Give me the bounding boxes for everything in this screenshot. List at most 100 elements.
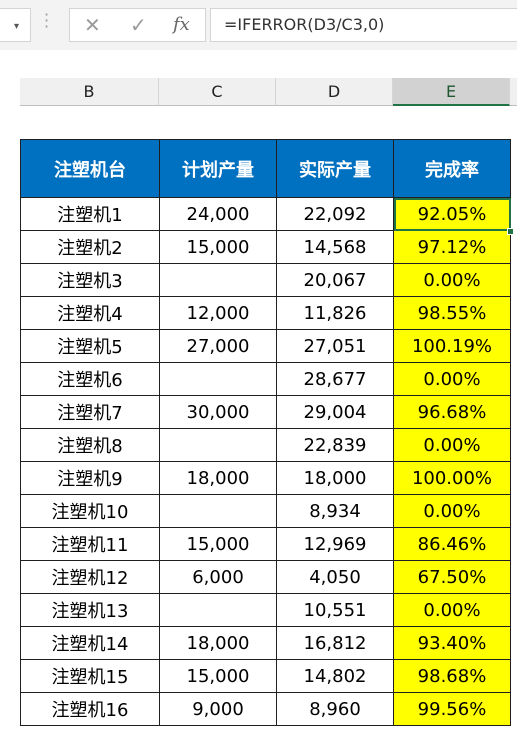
table-row: 注塑机10 8,934 0.00% — [20, 494, 511, 528]
table-row: 注塑机7 30,000 29,004 96.68% — [20, 395, 511, 429]
machine-cell[interactable]: 注塑机16 — [20, 692, 160, 726]
machine-cell[interactable]: 注塑机5 — [20, 329, 160, 363]
actual-cell[interactable]: 12,969 — [276, 527, 394, 561]
actual-cell[interactable]: 11,826 — [276, 296, 394, 330]
machine-cell[interactable]: 注塑机7 — [20, 395, 160, 429]
actual-cell[interactable]: 28,677 — [276, 362, 394, 396]
rate-cell[interactable]: 98.55% — [393, 296, 511, 330]
rate-cell[interactable]: 0.00% — [393, 428, 511, 462]
toolbar-gap — [0, 50, 517, 78]
planned-cell[interactable]: 27,000 — [159, 329, 277, 363]
actual-cell[interactable]: 8,960 — [276, 692, 394, 726]
rate-cell[interactable]: 100.19% — [393, 329, 511, 363]
rate-cell[interactable]: 98.68% — [393, 659, 511, 693]
actual-cell[interactable]: 14,568 — [276, 230, 394, 264]
actual-cell[interactable]: 22,839 — [276, 428, 394, 462]
table-row: 注塑机9 18,000 18,000 100.00% — [20, 461, 511, 495]
table-row: 注塑机4 12,000 11,826 98.55% — [20, 296, 511, 330]
machine-cell[interactable]: 注塑机15 — [20, 659, 160, 693]
header-rate[interactable]: 完成率 — [393, 139, 511, 198]
table-row: 注塑机15 15,000 14,802 98.68% — [20, 659, 511, 693]
planned-cell[interactable] — [159, 263, 277, 297]
rate-cell[interactable]: 93.40% — [393, 626, 511, 660]
planned-cell[interactable] — [159, 593, 277, 627]
actual-cell[interactable]: 4,050 — [276, 560, 394, 594]
machine-cell[interactable]: 注塑机1 — [20, 197, 160, 231]
planned-cell[interactable]: 9,000 — [159, 692, 277, 726]
actual-cell[interactable]: 18,000 — [276, 461, 394, 495]
machine-cell[interactable]: 注塑机9 — [20, 461, 160, 495]
actual-cell[interactable]: 10,551 — [276, 593, 394, 627]
machine-cell[interactable]: 注塑机2 — [20, 230, 160, 264]
machine-cell[interactable]: 注塑机13 — [20, 593, 160, 627]
planned-cell[interactable] — [159, 362, 277, 396]
formula-text: =IFERROR(D3/C3,0) — [224, 15, 385, 34]
rate-cell[interactable]: 0.00% — [393, 593, 511, 627]
machine-cell[interactable]: 注塑机14 — [20, 626, 160, 660]
actual-cell[interactable]: 16,812 — [276, 626, 394, 660]
enter-icon[interactable]: ✓ — [130, 13, 147, 37]
machine-cell[interactable]: 注塑机12 — [20, 560, 160, 594]
column-header-b[interactable]: B — [20, 78, 159, 106]
chevron-down-icon[interactable]: ▾ — [14, 21, 20, 32]
actual-cell[interactable]: 20,067 — [276, 263, 394, 297]
table-row: 注塑机11 15,000 12,969 86.46% — [20, 527, 511, 561]
planned-cell[interactable]: 30,000 — [159, 395, 277, 429]
formula-bar-splitter[interactable]: · · · — [44, 5, 50, 36]
planned-cell[interactable]: 15,000 — [159, 527, 277, 561]
planned-cell[interactable]: 15,000 — [159, 230, 277, 264]
table-row: 注塑机13 10,551 0.00% — [20, 593, 511, 627]
name-box[interactable]: ▾ — [0, 8, 31, 42]
column-header-d[interactable]: D — [276, 78, 393, 106]
planned-cell[interactable]: 24,000 — [159, 197, 277, 231]
actual-cell[interactable]: 29,004 — [276, 395, 394, 429]
header-row: 注塑机台 计划产量 实际产量 完成率 — [20, 139, 511, 198]
actual-cell[interactable]: 22,092 — [276, 197, 394, 231]
cancel-icon[interactable]: ✕ — [84, 13, 101, 37]
machine-cell[interactable]: 注塑机3 — [20, 263, 160, 297]
planned-cell[interactable]: 12,000 — [159, 296, 277, 330]
table-row: 注塑机8 22,839 0.00% — [20, 428, 511, 462]
machine-cell[interactable]: 注塑机6 — [20, 362, 160, 396]
table-row: 注塑机12 6,000 4,050 67.50% — [20, 560, 511, 594]
formula-input[interactable]: =IFERROR(D3/C3,0) — [210, 8, 517, 42]
header-machine[interactable]: 注塑机台 — [20, 139, 160, 198]
rate-cell[interactable]: 97.12% — [393, 230, 511, 264]
actual-cell[interactable]: 8,934 — [276, 494, 394, 528]
rate-cell[interactable]: 99.56% — [393, 692, 511, 726]
insert-function-icon[interactable]: fx — [173, 14, 190, 35]
table-row: 注塑机16 9,000 8,960 99.56% — [20, 692, 511, 726]
rate-cell[interactable]: 100.00% — [393, 461, 511, 495]
machine-cell[interactable]: 注塑机4 — [20, 296, 160, 330]
machine-cell[interactable]: 注塑机11 — [20, 527, 160, 561]
machine-cell[interactable]: 注塑机8 — [20, 428, 160, 462]
rate-cell[interactable]: 0.00% — [393, 263, 511, 297]
table-row: 注塑机14 18,000 16,812 93.40% — [20, 626, 511, 660]
fill-handle[interactable] — [507, 228, 514, 235]
planned-cell[interactable]: 18,000 — [159, 461, 277, 495]
planned-cell[interactable]: 15,000 — [159, 659, 277, 693]
planned-cell[interactable]: 18,000 — [159, 626, 277, 660]
table-row: 注塑机3 20,067 0.00% — [20, 263, 511, 297]
rate-cell[interactable]: 96.68% — [393, 395, 511, 429]
table-row: 注塑机6 28,677 0.00% — [20, 362, 511, 396]
rate-cell[interactable]: 0.00% — [393, 362, 511, 396]
rate-cell[interactable]: 0.00% — [393, 494, 511, 528]
rate-cell[interactable]: 92.05% — [393, 197, 511, 231]
machine-cell[interactable]: 注塑机10 — [20, 494, 160, 528]
column-header-c[interactable]: C — [159, 78, 276, 106]
planned-cell[interactable] — [159, 428, 277, 462]
header-actual[interactable]: 实际产量 — [276, 139, 394, 198]
table-row: 注塑机5 27,000 27,051 100.19% — [20, 329, 511, 363]
column-header-e[interactable]: E — [393, 78, 510, 106]
actual-cell[interactable]: 27,051 — [276, 329, 394, 363]
column-header-f[interactable] — [510, 78, 517, 106]
rate-cell[interactable]: 67.50% — [393, 560, 511, 594]
rate-cell[interactable]: 86.46% — [393, 527, 511, 561]
header-planned[interactable]: 计划产量 — [159, 139, 277, 198]
production-table: 注塑机台 计划产量 实际产量 完成率 注塑机1 24,000 22,092 92.05… — [20, 139, 511, 726]
formula-bar: ▾ · · · ✕ ✓ fx =IFERROR(D3/C3,0) — [0, 0, 517, 50]
actual-cell[interactable]: 14,802 — [276, 659, 394, 693]
planned-cell[interactable] — [159, 494, 277, 528]
planned-cell[interactable]: 6,000 — [159, 560, 277, 594]
